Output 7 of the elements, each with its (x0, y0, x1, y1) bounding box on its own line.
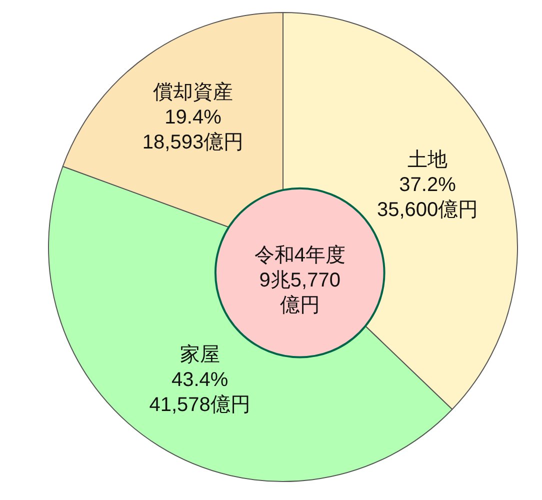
text: 令和4年度 9兆5,770 億円 (254, 244, 346, 316)
slice-label: 家屋 (180, 344, 220, 366)
slice-label: 土地 (408, 148, 448, 171)
data-label: 43.4% 41,578億円 (149, 368, 250, 416)
slice-label: 償却資産 (153, 82, 234, 104)
data-label: 37.2% 35,600億円 (376, 174, 478, 221)
data-label: 19.4% 18,593億円 (142, 106, 244, 154)
